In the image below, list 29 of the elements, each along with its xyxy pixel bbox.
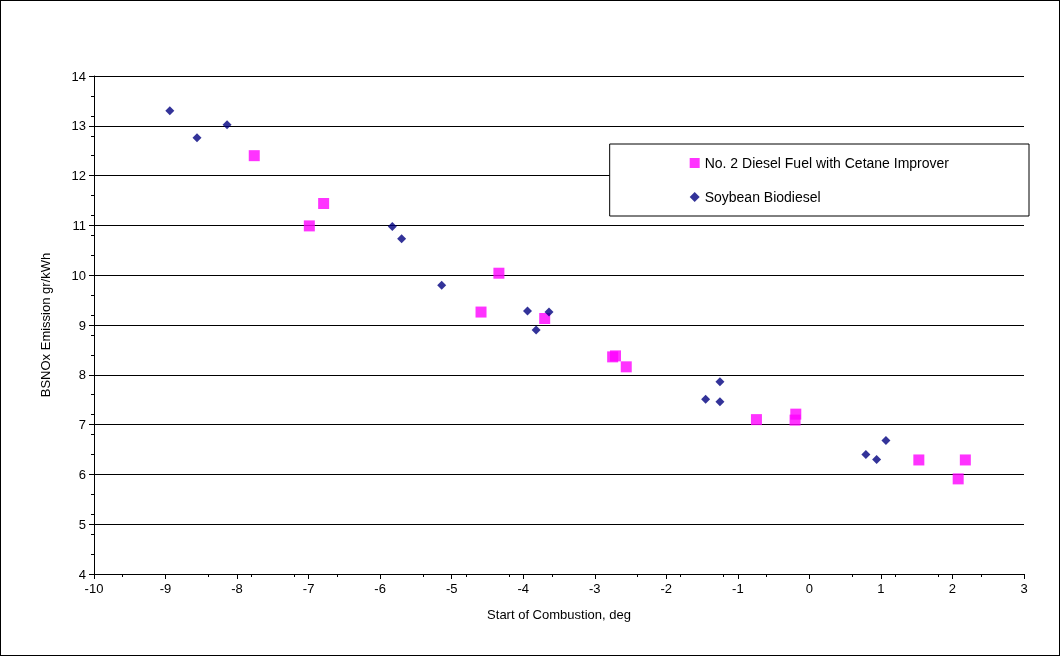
x-tick-label: -6 — [374, 581, 386, 596]
y-tick-label: 14 — [71, 68, 86, 84]
x-tick-label: -9 — [159, 581, 172, 596]
y-axis-title: BSNOx Emission gr/kWh — [38, 252, 53, 398]
y-tick-label: 9 — [78, 317, 86, 333]
x-axis-title: Start of Combustion, deg — [487, 607, 631, 622]
x-tick-label: 0 — [805, 581, 813, 596]
x-tick-label: -7 — [302, 581, 315, 596]
x-tick-label: -2 — [660, 581, 673, 596]
y-tick-label: 10 — [71, 267, 86, 283]
legend-label: Soybean Biodiesel — [704, 189, 821, 205]
x-tick-label: 2 — [948, 581, 957, 596]
y-tick-label: 6 — [78, 466, 86, 482]
x-tick-label: -3 — [588, 581, 601, 596]
x-tick-label: -4 — [517, 581, 530, 596]
x-tick-label: -5 — [445, 581, 458, 596]
y-tick-label: 5 — [78, 516, 86, 532]
x-tick-label: -8 — [231, 581, 243, 596]
y-tick-label: 12 — [71, 168, 86, 184]
y-tick-label: 7 — [78, 417, 86, 433]
x-tick-label: -10 — [84, 581, 104, 596]
y-tick-label: 11 — [72, 217, 86, 233]
x-tick-label: 1 — [877, 581, 885, 596]
y-tick-label: 4 — [78, 566, 86, 582]
y-tick-label: 13 — [71, 118, 86, 134]
legend-label: No. 2 Diesel Fuel with Cetane Improver — [704, 155, 950, 171]
y-tick-label: 8 — [78, 367, 86, 383]
x-tick-label: -1 — [732, 581, 744, 596]
x-tick-label: 3 — [1020, 581, 1028, 596]
